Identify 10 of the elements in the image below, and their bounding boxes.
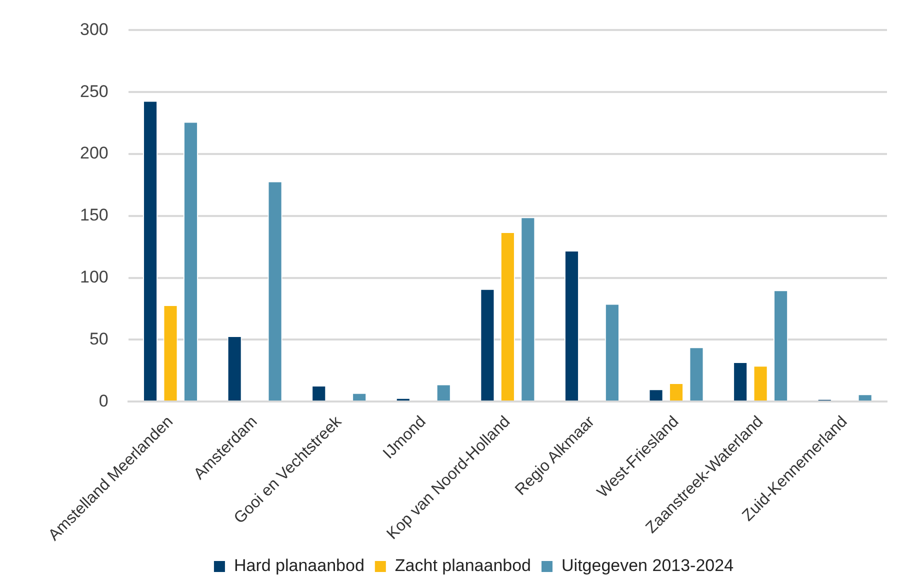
legend-label: Hard planaanbod — [234, 556, 364, 576]
legend-label: Uitgegeven 2013-2024 — [562, 556, 734, 576]
y-tick-label: 100 — [80, 267, 108, 286]
y-tick-label: 200 — [80, 144, 108, 163]
y-tick-label: 150 — [80, 206, 108, 225]
y-tick-label: 300 — [80, 20, 108, 39]
y-tick-label: 0 — [98, 391, 108, 410]
y-tick-label: 250 — [80, 82, 108, 101]
legend-label: Zacht planaanbod — [394, 556, 532, 576]
y-tick-label: 50 — [89, 329, 108, 348]
